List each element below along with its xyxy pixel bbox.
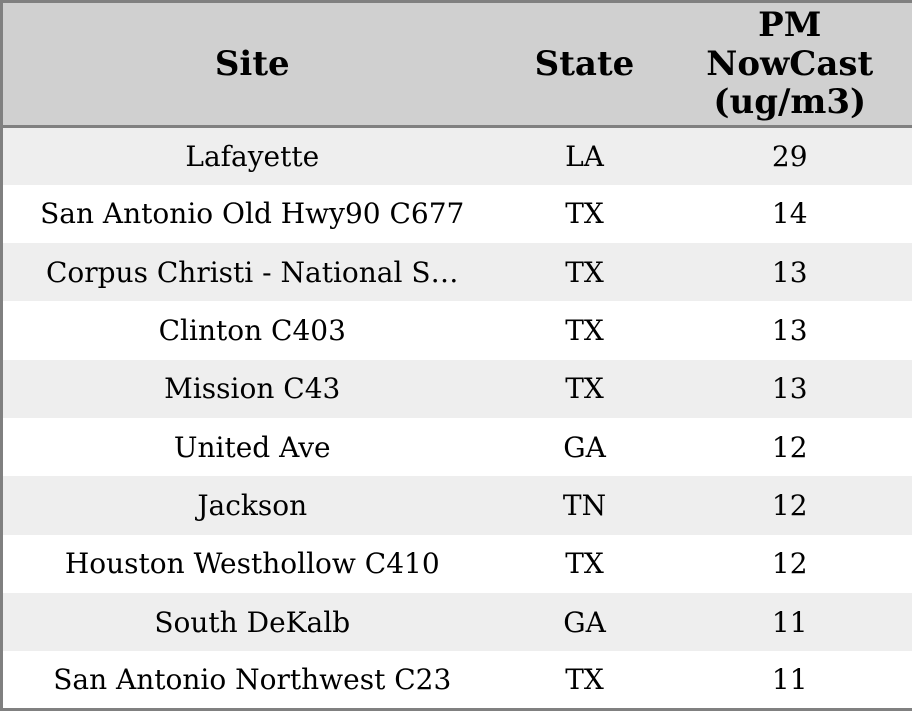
table-body: Lafayette LA 29 San Antonio Old Hwy90 C6… [1,126,912,710]
site-cell: South DeKalb [154,605,351,639]
pm-value-cell: 12 [771,430,808,464]
table-row: Lafayette LA 29 [1,126,912,185]
pm-value-cell: 12 [771,547,808,581]
state-cell: TX [565,547,604,581]
table-row: South DeKalb GA 11 [1,592,912,652]
column-header-state: State [501,1,668,128]
state-cell: TX [565,197,604,231]
state-cell: TN [562,488,607,522]
column-header-site: Site [1,1,502,128]
state-cell: TX [565,663,604,697]
pm-value-cell: 11 [771,663,808,697]
table-row: Mission C43 TX 13 [1,359,912,418]
state-cell: GA [563,430,606,464]
state-cell: GA [563,605,606,639]
table-row: San Antonio Northwest C23 TX 11 [1,651,912,710]
column-header-pm-nowcast: PM NowCast (ug/m3) [667,1,912,128]
pm-value-cell: 13 [771,372,808,406]
state-cell: LA [565,139,604,173]
pm-value-cell: 13 [771,255,808,289]
table-row: Clinton C403 TX 13 [1,301,912,360]
table-header: Site State PM NowCast (ug/m3) [1,1,912,128]
table-row: United Ave GA 12 [1,417,912,477]
state-cell: TX [565,372,604,406]
table-row: Jackson TN 12 [1,476,912,535]
pm-value-cell: 29 [771,139,808,173]
site-cell: Corpus Christi - National S… [45,255,459,289]
site-cell: United Ave [173,430,331,464]
state-cell: TX [565,255,604,289]
site-cell: Clinton C403 [158,314,346,348]
site-cell: Mission C43 [164,372,341,406]
pm-value-cell: 14 [771,197,808,231]
pm-value-cell: 11 [771,605,808,639]
state-cell: TX [565,314,604,348]
header-row: Site State PM NowCast (ug/m3) [1,1,912,128]
site-cell: Houston Westhollow C410 [64,547,440,581]
table-row: Corpus Christi - National S… TX 13 [1,243,912,302]
site-cell: Jackson [197,488,308,522]
site-cell: San Antonio Northwest C23 [53,663,452,697]
pm-value-cell: 12 [771,488,808,522]
table-row: San Antonio Old Hwy90 C677 TX 14 [1,184,912,244]
site-cell: Lafayette [185,139,320,173]
site-cell: San Antonio Old Hwy90 C677 [40,197,465,231]
pm-value-cell: 13 [771,314,808,348]
table-row: Houston Westhollow C410 TX 12 [1,534,912,593]
